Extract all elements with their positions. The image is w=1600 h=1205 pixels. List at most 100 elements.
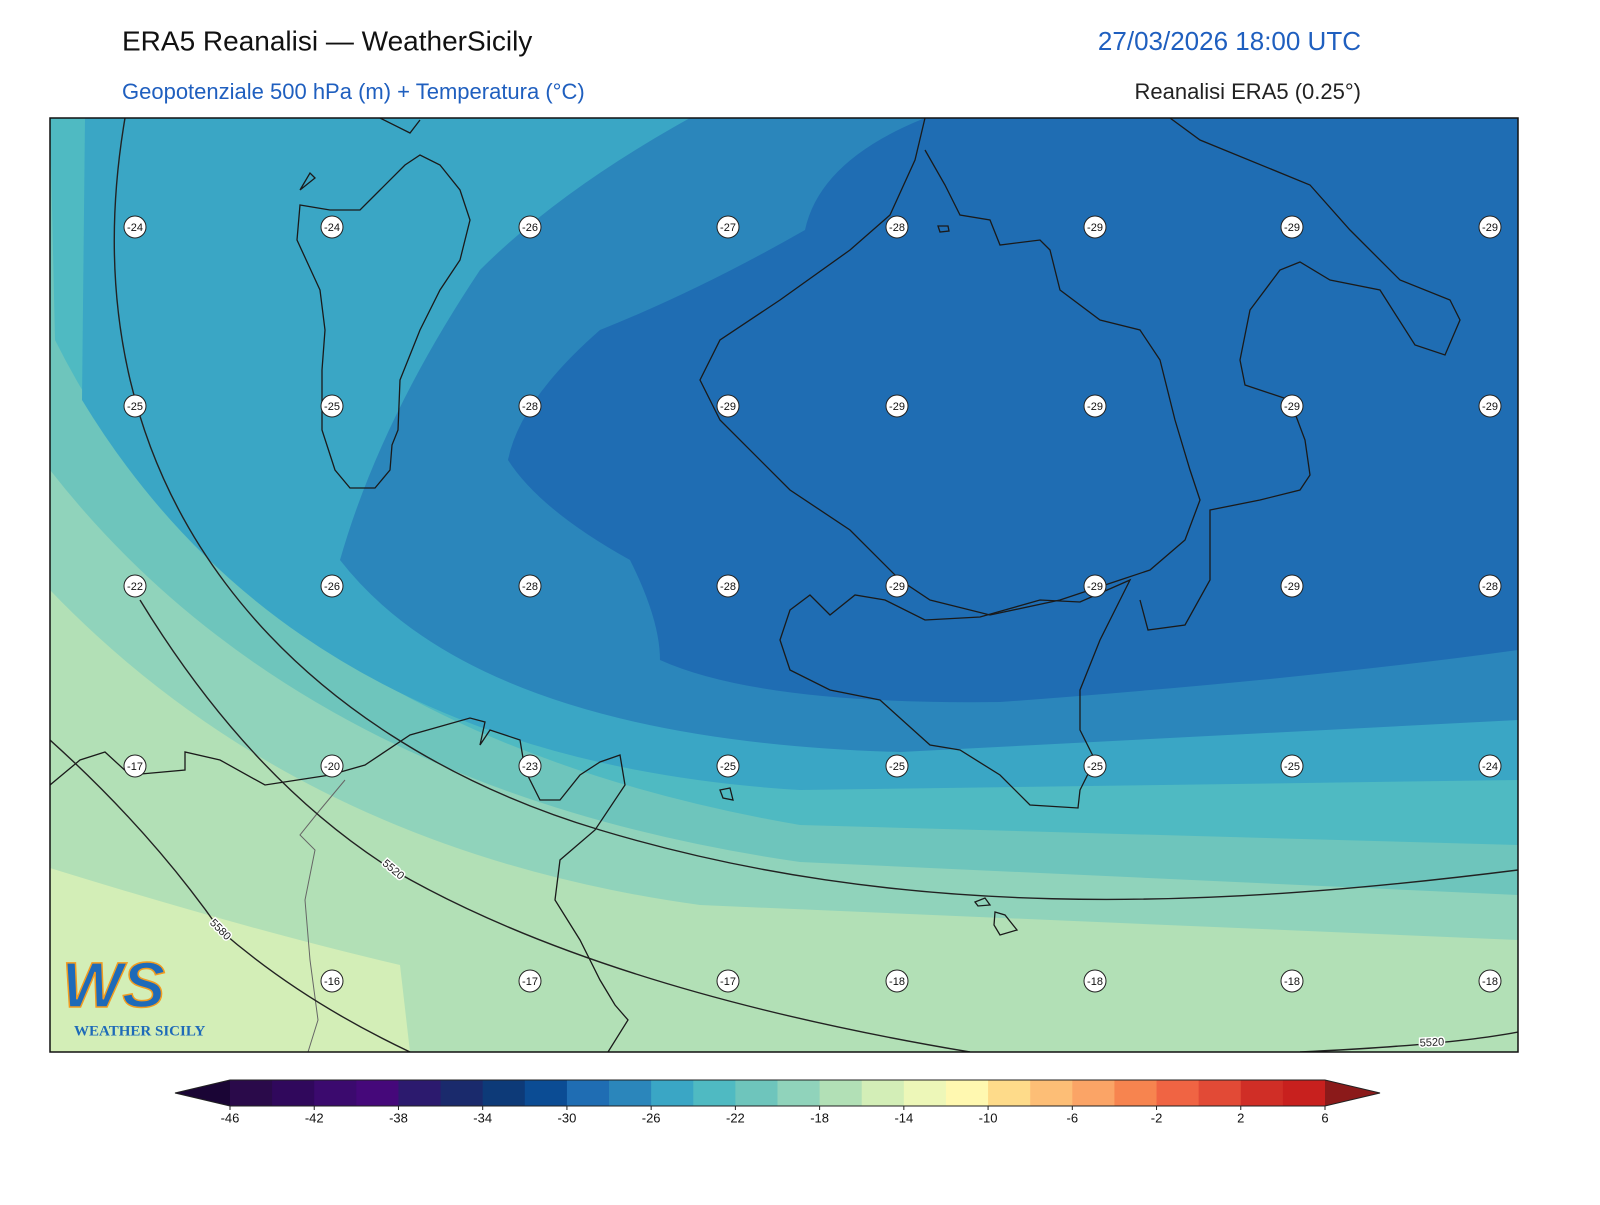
temp-marker xyxy=(716,969,740,993)
colorbar-bin xyxy=(1072,1080,1115,1106)
temp-marker xyxy=(1083,574,1107,598)
temp-marker xyxy=(320,969,344,993)
temp-label: -24 xyxy=(1482,761,1498,773)
logo: WS WEATHER SICILY xyxy=(61,948,205,1039)
temp-label: -23 xyxy=(522,761,538,773)
temp-marker xyxy=(518,394,542,418)
temp-label: -18 xyxy=(1482,976,1498,988)
coastline xyxy=(50,717,629,1052)
colorbar-bin xyxy=(945,1080,989,1106)
temp-marker xyxy=(1478,215,1502,239)
temp-label: -25 xyxy=(1284,761,1300,773)
temp-marker xyxy=(1478,574,1502,598)
temp-marker xyxy=(1083,754,1107,778)
colorbar-tick-label: -38 xyxy=(389,1110,408,1125)
temp-label: -25 xyxy=(127,401,143,413)
colorbar-tick-label: -14 xyxy=(894,1110,913,1125)
temp-label: -28 xyxy=(522,401,538,413)
colorbar-bin xyxy=(1282,1080,1326,1106)
coastline xyxy=(1139,118,1461,631)
colorbar-bin xyxy=(398,1080,442,1106)
temp-label: -29 xyxy=(1284,401,1300,413)
temp-marker xyxy=(123,754,147,778)
colorbar-bin xyxy=(651,1080,694,1106)
colorbar-bin xyxy=(230,1080,273,1106)
colorbar-bin xyxy=(440,1080,484,1106)
isohypse xyxy=(1299,1031,1518,1052)
temp-marker xyxy=(1280,754,1304,778)
temp-marker xyxy=(1083,969,1107,993)
colorbar-bin xyxy=(1114,1080,1158,1106)
colorbar-under xyxy=(175,1080,230,1106)
map xyxy=(50,118,1518,1052)
temp-marker xyxy=(1280,215,1304,239)
temp-label: -18 xyxy=(1284,976,1300,988)
band xyxy=(508,118,1518,703)
temp-label: -29 xyxy=(1087,222,1103,234)
colorbar-tick-label: -26 xyxy=(642,1110,661,1125)
temp-label: -29 xyxy=(1284,222,1300,234)
colorbar-bin xyxy=(1030,1080,1073,1106)
isohypse xyxy=(113,118,1518,901)
colorbar-tick-label: -42 xyxy=(305,1110,324,1125)
temp-label: -25 xyxy=(889,761,905,773)
temp-marker xyxy=(320,394,344,418)
temp-label: -22 xyxy=(127,581,143,593)
colorbar-tick-label: 2 xyxy=(1237,1110,1244,1125)
title: ERA5 Reanalisi — WeatherSicily xyxy=(122,25,532,56)
colorbar-tick-label: -34 xyxy=(473,1110,492,1125)
temp-label: -28 xyxy=(720,581,736,593)
colorbar-tick-label: -2 xyxy=(1151,1110,1163,1125)
temp-marker xyxy=(885,969,909,993)
temp-marker xyxy=(518,215,542,239)
temp-marker xyxy=(1280,969,1304,993)
temp-label: -28 xyxy=(889,222,905,234)
temp-marker xyxy=(123,394,147,418)
temp-marker xyxy=(123,215,147,239)
colorbar-bin xyxy=(693,1080,736,1106)
temp-marker xyxy=(885,394,909,418)
colorbar-tick-label: -46 xyxy=(221,1110,240,1125)
temp-marker xyxy=(1083,394,1107,418)
temp-label: -17 xyxy=(127,761,143,773)
temp-label: -29 xyxy=(1482,401,1498,413)
isohypse xyxy=(50,739,411,1052)
temp-label: -29 xyxy=(1087,401,1103,413)
colorbar-bin xyxy=(1198,1080,1242,1106)
temp-marker xyxy=(1083,215,1107,239)
colorbar-tick-label: -10 xyxy=(979,1110,998,1125)
temp-marker xyxy=(885,574,909,598)
colorbar-bin xyxy=(819,1080,863,1106)
temp-label: -26 xyxy=(324,581,340,593)
temp-marker xyxy=(716,394,740,418)
colorbar: -46 -42 -38 -34 -30 -26 -22 -18 -14 -10 -6 -2 2 6 xyxy=(174,1079,1381,1125)
subtitle: Geopotenziale 500 hPa (m) + Temperatura … xyxy=(122,79,585,104)
logo-text: WEATHER SICILY xyxy=(74,1023,205,1039)
temp-label: -27 xyxy=(720,222,736,234)
temp-label: -25 xyxy=(324,401,340,413)
temp-marker xyxy=(716,754,740,778)
temp-label: -29 xyxy=(1087,581,1103,593)
temp-marker xyxy=(320,574,344,598)
temp-marker xyxy=(1280,574,1304,598)
colorbar-tick-label: -22 xyxy=(726,1110,745,1125)
colorbar-bin xyxy=(566,1080,610,1106)
temp-marker xyxy=(716,215,740,239)
coastline xyxy=(296,154,471,489)
temp-marker xyxy=(1478,969,1502,993)
temp-label: -26 xyxy=(522,222,538,234)
frame xyxy=(49,117,1519,1053)
logo-mark: WS xyxy=(62,949,165,1021)
temp-marker xyxy=(123,574,147,598)
temp-label: -16 xyxy=(324,976,340,988)
temp-label: -29 xyxy=(720,401,736,413)
temp-label: -18 xyxy=(889,976,905,988)
temp-label: -29 xyxy=(1284,581,1300,593)
colorbar-bin xyxy=(524,1080,568,1106)
colorbar-bin xyxy=(861,1080,905,1106)
colorbar-bin xyxy=(777,1080,821,1106)
temp-label: -18 xyxy=(1087,976,1103,988)
colorbar-tick-label: 6 xyxy=(1321,1110,1328,1125)
temp-label: -20 xyxy=(324,761,340,773)
temp-label: -28 xyxy=(1482,581,1498,593)
